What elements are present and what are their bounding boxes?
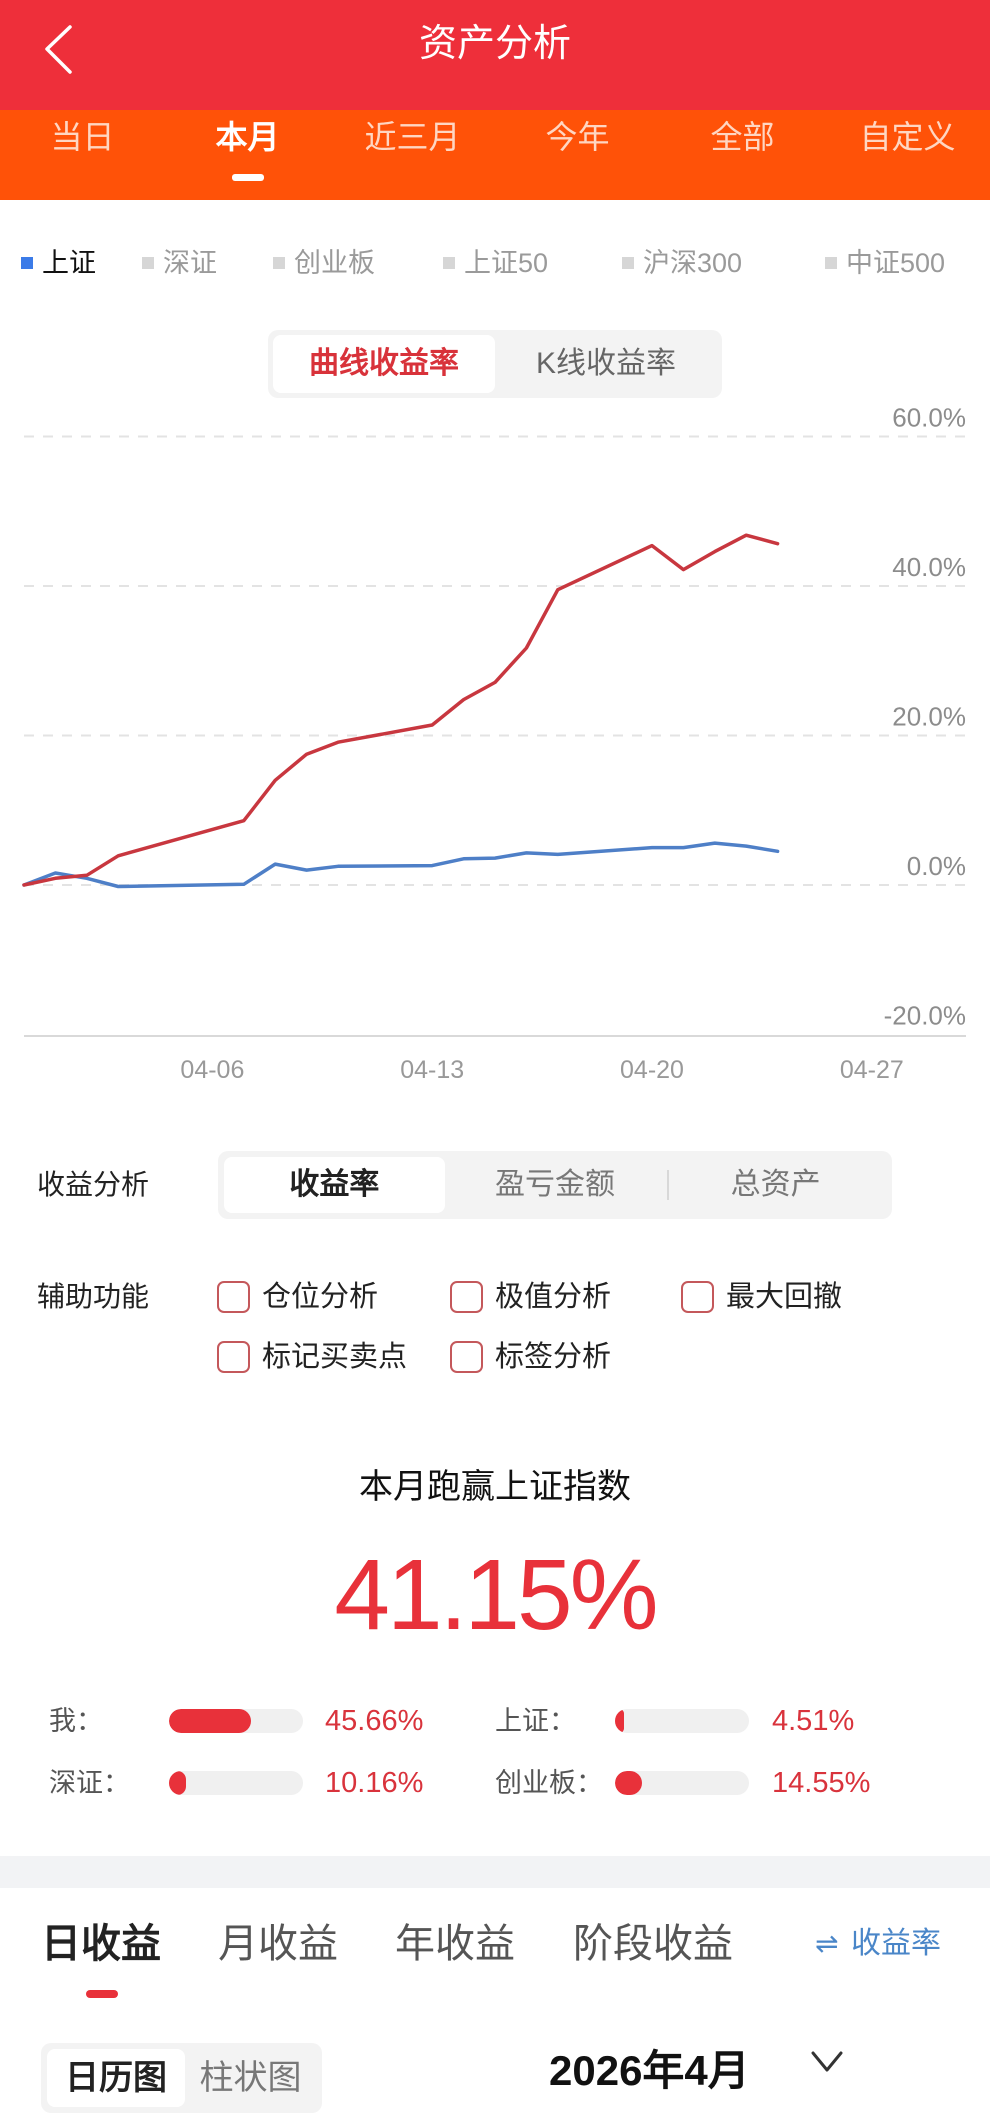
x-tick-label: 04-20 bbox=[620, 1056, 684, 1084]
compare-bar-track bbox=[615, 1771, 749, 1795]
checkbox-label: 标签分析 bbox=[495, 1341, 612, 1373]
profit-amount-option[interactable]: 盈亏金额 bbox=[495, 1168, 615, 1201]
legend-label: 中证500 bbox=[846, 248, 946, 278]
compare-value: 45.66% bbox=[325, 1705, 424, 1737]
legend-square-icon bbox=[825, 257, 837, 269]
compare-value: 10.16% bbox=[325, 1767, 424, 1799]
chevron-left-icon bbox=[45, 25, 72, 74]
period-tabs: 当日 本月 近三月 今年 全部 自定义 bbox=[0, 110, 990, 200]
active-tab-indicator bbox=[231, 174, 264, 181]
tab-label: 全部 bbox=[710, 119, 775, 155]
compare-row-shenzhen: 深证： 10.16% bbox=[49, 1763, 469, 1803]
checkbox-icon[interactable] bbox=[450, 1341, 483, 1373]
tab-label: 本月 bbox=[215, 119, 280, 155]
compare-row-chinext: 创业板： 14.55% bbox=[495, 1763, 915, 1803]
analysis-toggle: 收益率 盈亏金额 总资产 bbox=[218, 1151, 892, 1219]
x-tick-label: 04-13 bbox=[400, 1056, 464, 1084]
chevron-down-icon[interactable] bbox=[809, 2050, 845, 2074]
legend-label: 创业板 bbox=[294, 248, 375, 278]
tab-label: 当日 bbox=[50, 119, 115, 155]
legend-square-icon bbox=[443, 257, 455, 269]
checkbox-icon[interactable] bbox=[217, 1281, 250, 1313]
legend-square-icon bbox=[142, 257, 154, 269]
tab-label: 近三月 bbox=[364, 119, 461, 155]
compare-label: 我： bbox=[49, 1706, 103, 1736]
option-divider bbox=[667, 1170, 669, 1200]
y-tick-label: 0.0% bbox=[907, 851, 966, 881]
month-picker[interactable]: 2026年4月 bbox=[549, 2047, 750, 2094]
tab-label: 自定义 bbox=[859, 119, 956, 155]
analysis-label: 收益分析 bbox=[37, 1169, 150, 1200]
return-rate-toggle[interactable]: ⇌ 收益率 bbox=[815, 1924, 941, 1964]
compare-bar-fill bbox=[169, 1709, 251, 1733]
checkbox-icon[interactable] bbox=[450, 1281, 483, 1313]
checkbox-icon[interactable] bbox=[681, 1281, 714, 1313]
y-tick-label: 20.0% bbox=[892, 702, 966, 732]
compare-row-me: 我： 45.66% bbox=[49, 1701, 469, 1741]
checkbox-label: 标记买卖点 bbox=[262, 1341, 408, 1373]
legend-square-icon bbox=[21, 257, 33, 269]
outperform-title: 本月跑赢上证指数 bbox=[359, 1468, 631, 1506]
bar-view-option[interactable]: 柱状图 bbox=[199, 2059, 302, 2097]
x-tick-label: 04-06 bbox=[180, 1056, 244, 1084]
compare-label: 上证： bbox=[495, 1706, 576, 1736]
compare-bar-track bbox=[169, 1709, 303, 1733]
page-title: 资产分析 bbox=[418, 23, 571, 65]
kline-return-option[interactable]: K线收益率 bbox=[535, 347, 676, 380]
legend-label: 沪深300 bbox=[643, 248, 743, 278]
chart-mode-toggle: 曲线收益率 K线收益率 bbox=[268, 330, 722, 398]
series-line-我 bbox=[22, 533, 780, 887]
curve-return-option[interactable]: 曲线收益率 bbox=[273, 335, 495, 393]
legend-square-icon bbox=[622, 257, 634, 269]
series-line-上证 bbox=[22, 841, 780, 889]
total-assets-option[interactable]: 总资产 bbox=[730, 1168, 821, 1201]
tab-daily-earnings[interactable]: 日收益 bbox=[41, 1922, 161, 1966]
tab-period-earnings[interactable]: 阶段收益 bbox=[573, 1922, 733, 1966]
app-header: 资产分析 bbox=[0, 0, 990, 110]
tab-label: 今年 bbox=[545, 119, 610, 155]
outperform-value: 41.15% bbox=[334, 1539, 658, 1651]
compare-row-shanghai: 上证： 4.51% bbox=[495, 1701, 915, 1741]
y-tick-label: 60.0% bbox=[892, 403, 966, 433]
section-separator bbox=[0, 1856, 990, 1888]
checkbox-label: 极值分析 bbox=[495, 1281, 612, 1313]
tab-yearly-earnings[interactable]: 年收益 bbox=[395, 1922, 515, 1966]
tab-this-month[interactable]: 本月 bbox=[165, 110, 330, 200]
compare-bar-fill bbox=[615, 1709, 625, 1733]
compare-bar-fill bbox=[169, 1771, 187, 1795]
tab-this-year[interactable]: 今年 bbox=[495, 110, 660, 200]
compare-bar-track bbox=[169, 1771, 303, 1795]
calendar-view-option[interactable]: 日历图 bbox=[47, 2049, 185, 2107]
legend-label: 上证 bbox=[42, 248, 96, 278]
compare-label: 深证： bbox=[49, 1768, 130, 1798]
back-button[interactable] bbox=[40, 22, 76, 78]
y-tick-label: 40.0% bbox=[892, 552, 966, 582]
checkbox-icon[interactable] bbox=[217, 1341, 250, 1373]
tab-last-three-months[interactable]: 近三月 bbox=[330, 110, 495, 200]
legend-label: 上证50 bbox=[464, 248, 549, 278]
y-tick-label: -20.0% bbox=[884, 1001, 966, 1031]
return-rate-option[interactable]: 收益率 bbox=[224, 1157, 445, 1213]
tab-all[interactable]: 全部 bbox=[660, 110, 825, 200]
compare-bar-track bbox=[615, 1709, 749, 1733]
return-line-chart[interactable]: 60.0% 40.0% 20.0% 0.0% -20.0% 04-06 04-13 04-20… bbox=[0, 400, 990, 1100]
legend-square-icon bbox=[273, 257, 285, 269]
compare-label: 创业板： bbox=[495, 1768, 603, 1798]
legend-label: 深证 bbox=[163, 248, 217, 278]
aux-functions-label: 辅助功能 bbox=[37, 1281, 150, 1312]
tab-custom[interactable]: 自定义 bbox=[825, 110, 990, 200]
toggle-label: 收益率 bbox=[851, 1927, 941, 1960]
checkbox-label: 仓位分析 bbox=[262, 1281, 379, 1313]
x-tick-label: 04-27 bbox=[840, 1056, 904, 1084]
tab-today[interactable]: 当日 bbox=[0, 110, 165, 200]
compare-bar-fill bbox=[615, 1771, 642, 1795]
compare-value: 4.51% bbox=[772, 1705, 855, 1737]
checkbox-label: 最大回撤 bbox=[726, 1281, 843, 1313]
swap-icon: ⇌ bbox=[815, 1928, 839, 1959]
active-tab-indicator bbox=[86, 1990, 118, 1998]
compare-value: 14.55% bbox=[772, 1767, 871, 1799]
tab-monthly-earnings[interactable]: 月收益 bbox=[218, 1922, 338, 1966]
view-toggle: 日历图 柱状图 bbox=[41, 2043, 322, 2113]
